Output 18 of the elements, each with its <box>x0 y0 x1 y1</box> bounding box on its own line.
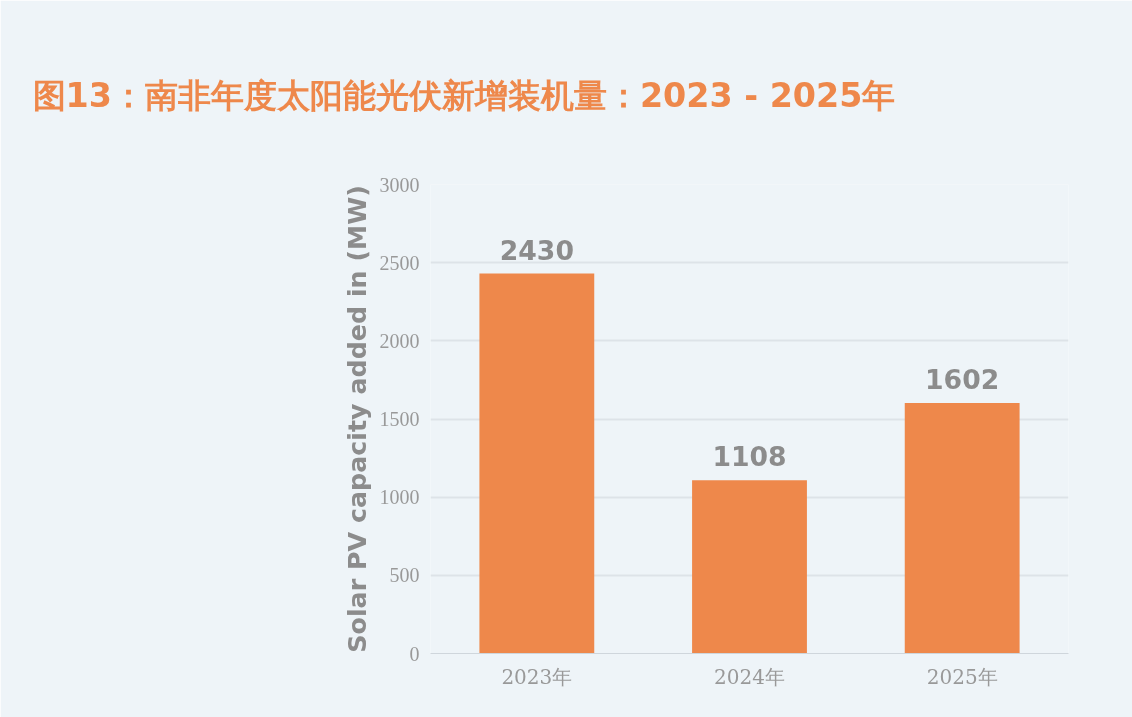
data-label: 2430 <box>499 234 574 266</box>
x-tick-label: 2025年 <box>926 664 998 689</box>
bar <box>479 273 595 654</box>
y-tick-label: 3000 <box>379 173 420 196</box>
bar <box>904 403 1020 654</box>
y-tick-label: 500 <box>389 564 420 587</box>
chart-title: 图13：南非年度太阳能光伏新增装机量：2023 - 2025年 <box>32 75 896 115</box>
data-label: 1602 <box>925 364 1000 396</box>
y-axis-title: Solar PV capacity added in (MW) <box>341 185 372 653</box>
y-tick-label: 1500 <box>379 408 420 430</box>
y-tick-label: 2000 <box>379 329 420 352</box>
bar <box>692 480 807 654</box>
y-tick-label: 1000 <box>379 486 420 509</box>
x-tick-label: 2023年 <box>501 664 573 689</box>
x-tick-label: 2024年 <box>714 664 785 689</box>
y-tick-label: 2500 <box>379 251 420 274</box>
data-label: 1108 <box>712 441 787 473</box>
y-tick-label: 0 <box>409 642 420 665</box>
